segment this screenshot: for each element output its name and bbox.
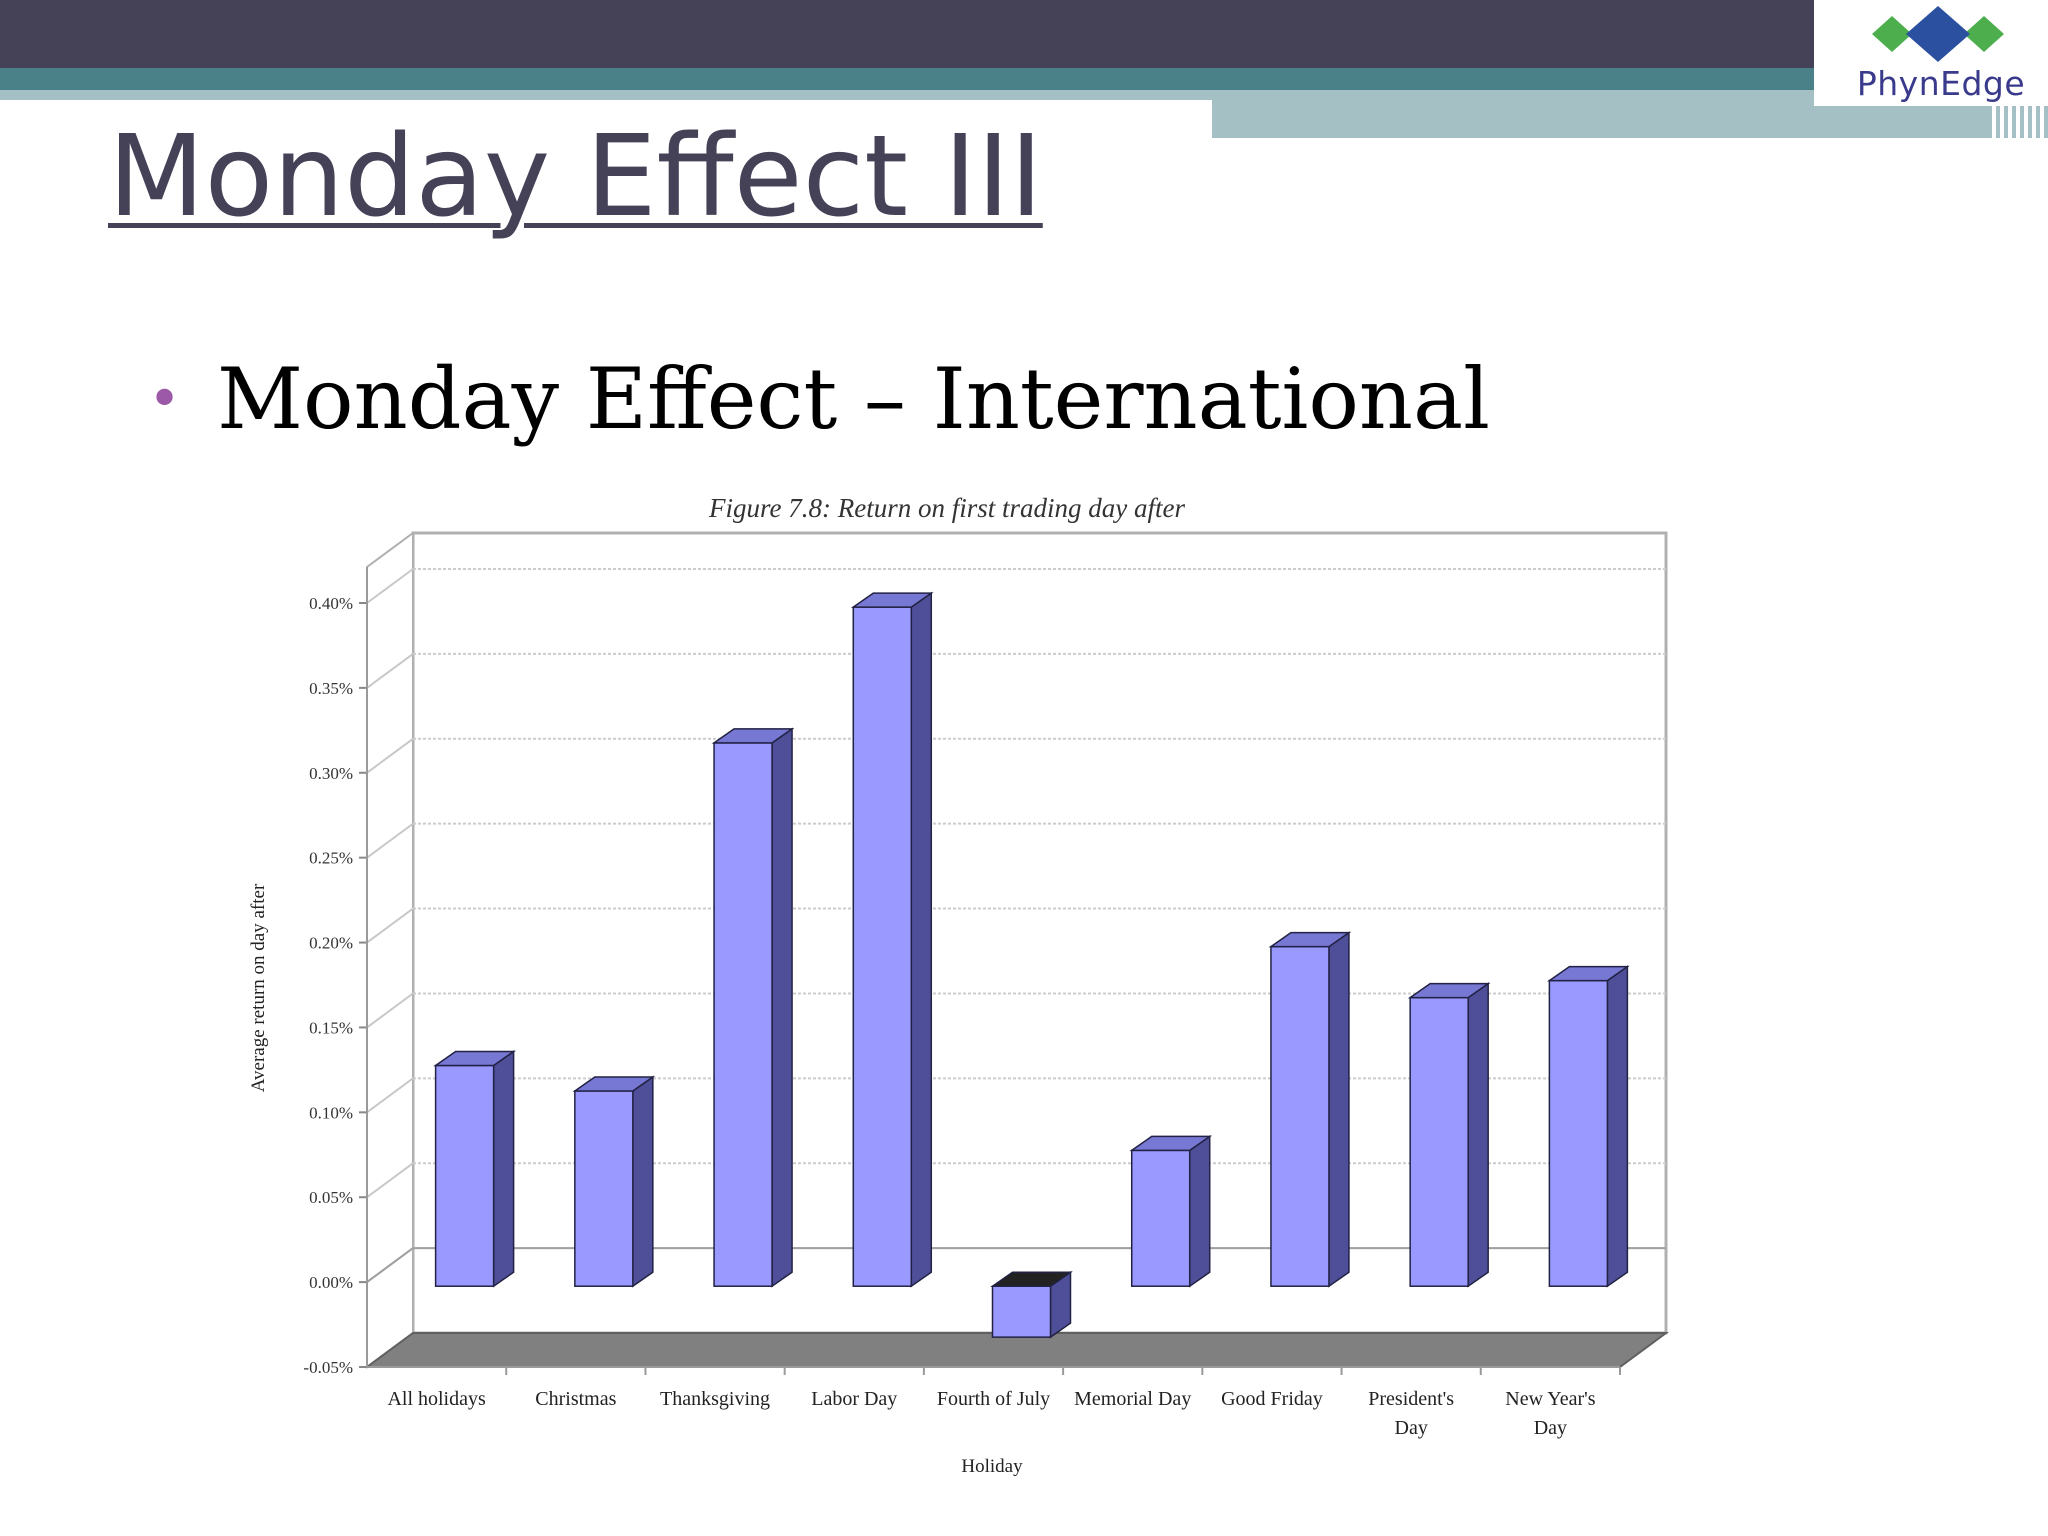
zero-side-line xyxy=(366,1247,414,1283)
bar-top xyxy=(433,1050,516,1067)
bar xyxy=(1409,996,1469,1287)
x-axis-title: Holiday xyxy=(961,1456,1023,1477)
y-tick-label: 0.10% xyxy=(309,1103,353,1122)
side-gridline xyxy=(366,992,414,1029)
x-tick-label: Fourth of July xyxy=(937,1388,1050,1410)
x-tick-label-line: Day xyxy=(1534,1417,1567,1439)
y-tick-label: 0.15% xyxy=(309,1018,353,1037)
side-gridline xyxy=(366,907,414,944)
bullet-item: • Monday Effect – International xyxy=(148,350,1490,448)
x-tick-label: Memorial Day xyxy=(1074,1388,1191,1410)
bar-side xyxy=(1467,982,1489,1288)
x-tick-label-line: Day xyxy=(1395,1417,1428,1439)
bar xyxy=(713,742,773,1287)
bar-top xyxy=(711,728,795,744)
bar-side xyxy=(492,1050,515,1288)
y-tick-label: 0.25% xyxy=(309,849,353,868)
bar xyxy=(574,1090,634,1287)
chart-title: Figure 7.8: Return on first trading day … xyxy=(708,493,1185,523)
slide-title: Monday Effect III xyxy=(108,112,1043,242)
side-gridline xyxy=(366,568,414,604)
bar-side xyxy=(1188,1134,1211,1288)
x-tick-label-line: New Year's xyxy=(1505,1388,1595,1410)
bar-top xyxy=(1407,982,1491,999)
y-tick-label: -0.05% xyxy=(303,1358,353,1377)
bar-top xyxy=(1547,965,1630,982)
x-tick-label-line: President's xyxy=(1368,1388,1454,1410)
bar xyxy=(852,606,913,1287)
header-light-band xyxy=(0,90,1212,100)
bar-side xyxy=(910,591,933,1288)
bar-top xyxy=(850,592,934,608)
bar-side xyxy=(1606,965,1629,1288)
chart-floor xyxy=(363,1332,1670,1368)
header-dark-band xyxy=(0,0,1814,68)
y-tick-label: 0.05% xyxy=(309,1188,353,1207)
bar-side xyxy=(771,727,793,1288)
x-tick-label-line: Memorial Day xyxy=(1074,1388,1191,1410)
x-tick-label-line: Labor Day xyxy=(811,1388,897,1410)
bullet-text: Monday Effect – International xyxy=(217,350,1490,448)
x-tick-label: Good Friday xyxy=(1221,1388,1323,1410)
bar-top xyxy=(572,1076,656,1092)
bar xyxy=(1548,979,1609,1287)
y-tick-label: 0.20% xyxy=(309,934,353,953)
y-tick-label: 0.35% xyxy=(309,679,353,698)
logo-text: PhynEdge xyxy=(1856,64,2026,103)
diamond-logo-icon xyxy=(1872,6,2004,62)
header-stripes xyxy=(1988,106,2048,138)
y-tick-label: 0.30% xyxy=(309,764,353,783)
x-tick-label: New Year's Day xyxy=(1505,1388,1595,1439)
x-tick-label-line: Fourth of July xyxy=(937,1388,1050,1410)
y-axis-title: Average return on day after xyxy=(248,883,269,1092)
side-gridline xyxy=(366,653,414,689)
x-tick-label-line: Thanksgiving xyxy=(660,1388,770,1410)
bar-side xyxy=(632,1075,654,1288)
bar-top xyxy=(990,1271,1073,1287)
x-tick-label-line: Good Friday xyxy=(1221,1388,1323,1410)
header-teal-band xyxy=(0,68,2048,90)
x-tick-label-line: Christmas xyxy=(535,1388,616,1410)
bar-top xyxy=(1268,931,1352,948)
x-tick-label: Thanksgiving xyxy=(660,1388,770,1410)
side-gridline xyxy=(366,822,414,859)
bar xyxy=(1130,1149,1191,1287)
x-tick-label: Christmas xyxy=(535,1388,616,1410)
bar-top xyxy=(1129,1135,1213,1152)
y-tick-label: 0.40% xyxy=(309,594,353,613)
y-tick-label: 0.00% xyxy=(309,1273,353,1292)
side-gridline xyxy=(366,1077,414,1114)
bar xyxy=(991,1285,1052,1338)
side-gridline xyxy=(366,737,414,774)
side-gridline xyxy=(366,1162,414,1199)
bar xyxy=(1270,945,1330,1287)
x-tick-label: All holidays xyxy=(387,1388,486,1410)
x-tick-label: President's Day xyxy=(1368,1388,1454,1439)
x-tick-label-line: All holidays xyxy=(387,1388,486,1410)
bar xyxy=(434,1064,495,1287)
bullet-dot-icon: • xyxy=(148,366,182,432)
x-tick-label: Labor Day xyxy=(811,1388,897,1410)
bar-side xyxy=(1328,931,1350,1288)
